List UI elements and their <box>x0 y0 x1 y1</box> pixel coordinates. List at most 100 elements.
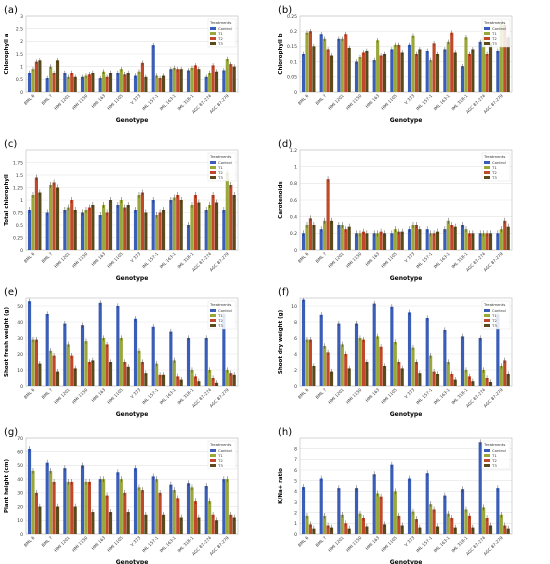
bar-control-12 <box>496 50 500 92</box>
legend-swatch <box>484 459 490 462</box>
y-axis-label: Chlorophyll a <box>4 33 10 74</box>
x-tick-label: V 373 <box>403 535 415 547</box>
x-tick-label: V 373 <box>129 535 141 547</box>
y-tick-label: 2.5 <box>16 26 23 32</box>
y-tick-label: 6 <box>294 468 297 474</box>
bar-t3-6 <box>400 525 404 534</box>
x-tick-label: BML 6 <box>297 251 310 264</box>
bar-t2-3 <box>344 34 348 92</box>
x-tick-label: V 373 <box>129 387 141 399</box>
bar-control-11 <box>478 338 482 386</box>
bar-control-5 <box>372 474 376 534</box>
bar-t3-1 <box>38 363 42 386</box>
y-tick-label: 1.25 <box>13 185 23 191</box>
bar-t1-8 <box>155 75 159 92</box>
bar-t1-10 <box>464 229 468 250</box>
bar-t2-1 <box>34 339 38 386</box>
bar-t1-5 <box>102 71 106 92</box>
bar-t2-2 <box>52 182 56 250</box>
x-tick-label: HMI 163 <box>364 251 380 267</box>
bar-t2-2 <box>52 73 56 92</box>
y-tick-label: 50 <box>17 304 23 310</box>
bar-t2-12 <box>229 64 233 92</box>
bar-control-8 <box>151 326 155 386</box>
bar-t3-4 <box>91 205 95 250</box>
bar-t2-12 <box>229 373 233 386</box>
bar-t3-12 <box>232 374 236 386</box>
bar-t1-9 <box>446 220 450 250</box>
bar-t2-3 <box>344 354 348 386</box>
bar-t2-3 <box>70 355 74 386</box>
bar-t1-12 <box>225 59 229 92</box>
x-tick-label: HMI 1105 <box>380 535 398 553</box>
bar-t1-4 <box>84 75 88 92</box>
x-tick-label: HMI 163 <box>90 93 106 109</box>
bar-control-11 <box>204 338 208 386</box>
bar-control-7 <box>133 75 138 92</box>
y-tick-label: 5 <box>294 478 297 484</box>
x-tick-label: HMI 163 <box>364 93 380 109</box>
bar-t1-1 <box>31 69 35 92</box>
bar-t1-7 <box>411 225 415 250</box>
legend-label: T3 <box>217 463 223 468</box>
bar-t2-12 <box>229 185 233 250</box>
x-tick-label: HMI 1150 <box>345 535 363 553</box>
y-tick-label: 0 <box>294 248 297 254</box>
bar-t3-8 <box>161 75 166 92</box>
bar-t1-3 <box>66 76 70 92</box>
legend-label: T2 <box>491 458 497 463</box>
bar-control-2 <box>45 212 49 250</box>
bar-t2-4 <box>87 362 91 386</box>
bar-t1-9 <box>172 490 176 534</box>
bar-t3-7 <box>144 212 148 250</box>
bar-t2-10 <box>467 515 471 534</box>
bar-t3-2 <box>55 506 60 534</box>
bar-t2-9 <box>450 225 454 250</box>
y-tick-label: 6 <box>294 336 297 342</box>
bar-t2-7 <box>140 362 144 386</box>
x-tick-label: IML 163-1 <box>159 251 177 269</box>
bar-control-12 <box>222 70 226 92</box>
bar-t1-11 <box>208 370 212 386</box>
x-tick-label: HMI 1105 <box>380 387 398 405</box>
legend-title: Treatments <box>483 154 505 159</box>
x-tick-label: HMI 1201 <box>53 387 71 405</box>
bar-t3-5 <box>108 73 113 92</box>
bar-t2-5 <box>105 76 109 92</box>
bar-control-1 <box>27 448 32 534</box>
bar-t1-3 <box>340 514 344 534</box>
x-tick-label: BML 7 <box>315 93 328 106</box>
bar-t2-10 <box>193 376 197 386</box>
bar-t1-4 <box>358 513 362 534</box>
legend-label: T3 <box>491 323 497 328</box>
bar-t1-1 <box>305 225 309 250</box>
bar-t3-12 <box>232 66 236 92</box>
legend-label: T1 <box>217 453 223 458</box>
bar-t3-1 <box>38 192 42 250</box>
bar-control-10 <box>460 489 465 534</box>
legend-label: T1 <box>491 453 497 458</box>
x-axis-label: Genotype <box>116 117 149 124</box>
legend-title: Treatments <box>209 154 231 159</box>
bar-control-7 <box>133 318 138 386</box>
bar-t1-5 <box>102 479 106 534</box>
bar-t1-5 <box>376 233 380 250</box>
bar-control-7 <box>133 468 138 534</box>
y-tick-label: 70 <box>17 436 23 442</box>
bar-t2-5 <box>105 344 109 386</box>
legend-swatch <box>484 454 490 457</box>
legend-label: Control <box>218 26 232 31</box>
x-tick-label: HMI 1105 <box>380 251 398 269</box>
bar-control-9 <box>443 229 447 250</box>
bar-control-2 <box>319 478 323 534</box>
bar-t3-7 <box>144 373 148 386</box>
legend-swatch <box>484 32 490 35</box>
bar-t1-8 <box>155 363 159 386</box>
bar-t3-11 <box>214 202 219 250</box>
bar-control-5 <box>98 78 102 92</box>
